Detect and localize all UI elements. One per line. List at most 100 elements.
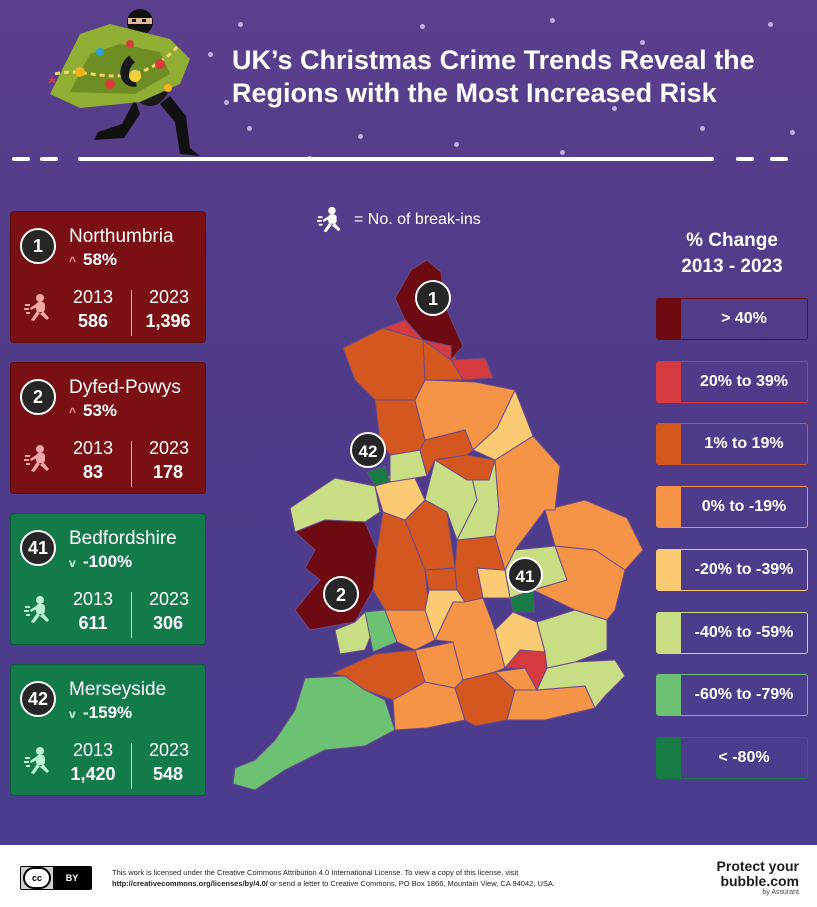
snowflake — [454, 142, 459, 147]
chevron-up-icon: ^ — [69, 254, 77, 268]
legend-label: 1% to 19% — [704, 435, 784, 453]
legend-item: 1% to 19% — [656, 423, 808, 466]
legend-label: -40% to -59% — [694, 623, 794, 641]
year-label: 2013 — [72, 438, 114, 458]
region-name: Merseyside — [69, 679, 167, 700]
chevron-up-icon: ^ — [69, 405, 77, 419]
map-region-humberside — [472, 388, 534, 461]
legend-swatch — [657, 737, 681, 778]
map-marker: 42 — [350, 432, 386, 468]
brand-line2: bubble.com — [720, 873, 799, 889]
snowflake — [224, 100, 229, 105]
rank-badge: 41 — [20, 530, 56, 566]
percent-change-value: -159% — [83, 703, 133, 722]
rank-card: 1 Northumbria ^ 58% 2013 586 2023 1,396 — [10, 211, 206, 343]
percent-change-value: 53% — [83, 401, 118, 420]
region-name: Bedfordshire — [69, 528, 177, 549]
year-label: 2013 — [72, 589, 114, 609]
break-ins-value: 83 — [82, 462, 104, 482]
break-ins-value: 548 — [152, 764, 184, 784]
legend-title: % Change 2013 - 2023 — [656, 228, 808, 280]
divider-dash — [40, 157, 58, 161]
brand-logo[interactable]: Protect your bubble.com by Assurant — [716, 858, 799, 897]
card-divider — [131, 290, 132, 336]
legend-label: < -80% — [718, 748, 770, 766]
snowflake — [247, 126, 252, 131]
rank-card: 2 Dyfed-Powys ^ 53% 2013 83 2023 178 — [10, 362, 206, 494]
map-region-cumbria-upper — [381, 319, 452, 361]
snowflake — [420, 24, 425, 29]
percent-change: v -159% — [69, 703, 132, 723]
map-marker-label: 42 — [359, 442, 378, 461]
rank-badge: 1 — [20, 228, 56, 264]
footer: cc BY This work is licensed under the Cr… — [0, 845, 817, 907]
snowflake — [358, 134, 363, 139]
burglar-icon — [24, 747, 49, 774]
map-region-west-midlands — [424, 567, 458, 591]
burglar-icon — [24, 596, 49, 623]
legend-title-line1: % Change — [686, 230, 778, 251]
divider-dash — [12, 157, 30, 161]
infographic: UK’s Christmas Crime Trends Reveal the R… — [0, 0, 817, 845]
legend-swatch — [657, 487, 681, 528]
cc-badge-label: cc — [23, 867, 51, 889]
chevron-down-icon: v — [69, 556, 76, 570]
snowflake — [640, 40, 645, 45]
legend-label: 20% to 39% — [699, 372, 789, 390]
legend-swatch — [657, 612, 681, 653]
creative-commons-icon[interactable]: cc BY — [20, 866, 92, 890]
year-label: 2023 — [148, 740, 190, 760]
break-ins-value: 1,420 — [70, 764, 116, 784]
map-marker: 41 — [507, 557, 543, 593]
map-region-cumbria — [342, 327, 426, 401]
snowflake — [768, 22, 773, 27]
percent-change: v -100% — [69, 552, 132, 572]
uk-police-regions-map: 1 42 41 2 — [232, 259, 644, 791]
map-region-essex — [536, 609, 608, 669]
cc-by-label: BY — [53, 867, 91, 889]
legend-item: -60% to -79% — [656, 674, 808, 717]
map-marker: 1 — [415, 280, 451, 316]
map-region-south-yorkshire — [433, 454, 496, 481]
brand-line3: by Assurant — [762, 889, 799, 896]
legend-swatch — [657, 675, 681, 716]
legend-swatch — [657, 361, 681, 402]
map-region-kent — [536, 659, 626, 709]
snowflake — [550, 18, 555, 23]
legend-label: -60% to -79% — [694, 686, 794, 704]
brand-line1: Protect your — [716, 858, 799, 874]
map-marker: 2 — [323, 576, 359, 612]
break-ins-value: 611 — [78, 613, 108, 633]
divider-dash — [736, 157, 754, 161]
map-marker-label: 2 — [336, 585, 346, 605]
break-ins-value: 178 — [152, 462, 184, 482]
year-label: 2013 — [72, 740, 114, 760]
year-label: 2023 — [148, 287, 190, 307]
map-region-merseyside — [366, 465, 391, 487]
license-link[interactable]: http://creativecommons.org/licenses/by/4… — [112, 879, 268, 888]
year-label: 2013 — [72, 287, 114, 307]
license-text: This work is licensed under the Creative… — [112, 867, 632, 889]
page-title: UK’s Christmas Crime Trends Reveal the R… — [232, 45, 755, 108]
break-ins-value: 1,396 — [145, 311, 191, 331]
legend-label: -20% to -39% — [694, 560, 794, 578]
map-marker-label: 1 — [428, 289, 438, 309]
map-region-lincolnshire — [494, 435, 561, 572]
card-divider — [131, 441, 132, 487]
break-ins-key: = No. of break-ins — [316, 205, 481, 235]
legend-item: -20% to -39% — [656, 548, 808, 591]
year-label: 2023 — [148, 589, 190, 609]
map-region-sussex — [506, 685, 596, 721]
snowflake — [560, 150, 565, 155]
legend-item: -40% to -59% — [656, 611, 808, 654]
burglar-icon — [316, 206, 341, 233]
divider-dash — [770, 157, 788, 161]
rank-card: 41 Bedfordshire v -100% 2013 611 2023 306 — [10, 513, 206, 645]
legend-title-line2: 2013 - 2023 — [681, 256, 783, 277]
snowflake — [208, 52, 213, 57]
rank-badge: 42 — [20, 681, 56, 717]
percent-change: ^ 58% — [69, 250, 117, 270]
snowflake — [680, 88, 685, 93]
rank-badge: 2 — [20, 379, 56, 415]
burglar-icon — [24, 445, 49, 472]
